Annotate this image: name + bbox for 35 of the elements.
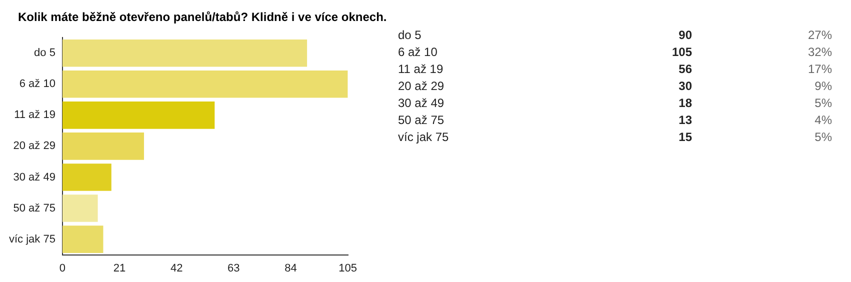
text: 105 — [670, 44, 692, 60]
y-tick-label: víc jak 75 — [8, 233, 56, 246]
chart-title: Kolik máte běžně otevřeno panelů/tabů? Klidně i ve více oknech. — [18, 10, 387, 24]
category-label: 20 až 29 — [398, 78, 444, 92]
y-tick-label: 6 až 10 — [19, 78, 56, 90]
x-tick-label: 42 — [170, 262, 183, 274]
x-tick-label: 63 — [228, 262, 240, 274]
category-label: 11 až 19 — [398, 62, 444, 76]
text: 13 — [678, 112, 692, 128]
text: 30 — [678, 78, 692, 94]
category-label: 30 až 49 — [398, 96, 444, 110]
text: 4% — [814, 112, 832, 128]
x-tick-label: 105 — [338, 262, 358, 274]
y-tick-label: do 5 — [34, 47, 56, 60]
text: 15 — [678, 128, 692, 145]
text: 5% — [814, 94, 832, 111]
y-tick-label: 30 až 49 — [13, 171, 56, 184]
text: 90 — [678, 26, 692, 43]
text: 56 — [678, 60, 692, 77]
category-label: víc jak 75 — [398, 130, 449, 144]
category-label: do 5 — [398, 28, 422, 42]
category-label: 50 až 75 — [398, 112, 444, 126]
x-tick-label: 84 — [284, 262, 297, 274]
y-tick-label: 11 až 19 — [14, 109, 56, 122]
text: 32% — [806, 44, 832, 60]
x-tick-label: 0 — [59, 262, 66, 274]
text: 17% — [806, 60, 832, 77]
text: 18 — [678, 94, 692, 111]
y-tick-label: 50 až 75 — [13, 202, 56, 214]
y-tick-label: 20 až 29 — [13, 140, 56, 152]
x-tick-label: 21 — [113, 262, 126, 274]
text: 5% — [814, 128, 832, 145]
category-label: 6 až 10 — [398, 44, 438, 58]
text: 9% — [814, 78, 832, 94]
text: 27% — [806, 26, 832, 43]
